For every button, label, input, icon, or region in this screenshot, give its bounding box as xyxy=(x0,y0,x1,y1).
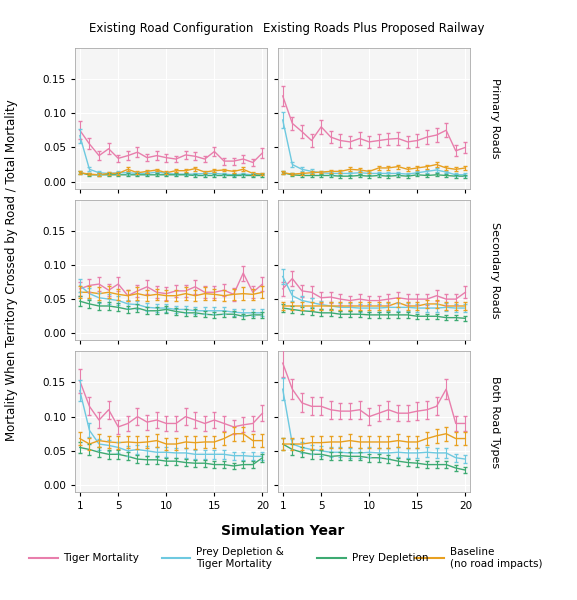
Text: Existing Road Configuration: Existing Road Configuration xyxy=(89,22,253,35)
Text: Both Road Types: Both Road Types xyxy=(490,376,500,468)
Text: Baseline
(no road impacts): Baseline (no road impacts) xyxy=(450,547,542,569)
Text: Tiger Mortality: Tiger Mortality xyxy=(63,553,139,563)
Text: Secondary Roads: Secondary Roads xyxy=(490,222,500,318)
Text: Prey Depletion &
Tiger Mortality: Prey Depletion & Tiger Mortality xyxy=(196,547,284,569)
Text: Mortality When Territory Crossed by Road / Total Mortality: Mortality When Territory Crossed by Road… xyxy=(5,99,18,441)
Text: Existing Roads Plus Proposed Railway: Existing Roads Plus Proposed Railway xyxy=(263,22,485,35)
Text: Primary Roads: Primary Roads xyxy=(490,78,500,158)
Text: Prey Depletion: Prey Depletion xyxy=(352,553,429,563)
Text: Simulation Year: Simulation Year xyxy=(221,524,344,538)
